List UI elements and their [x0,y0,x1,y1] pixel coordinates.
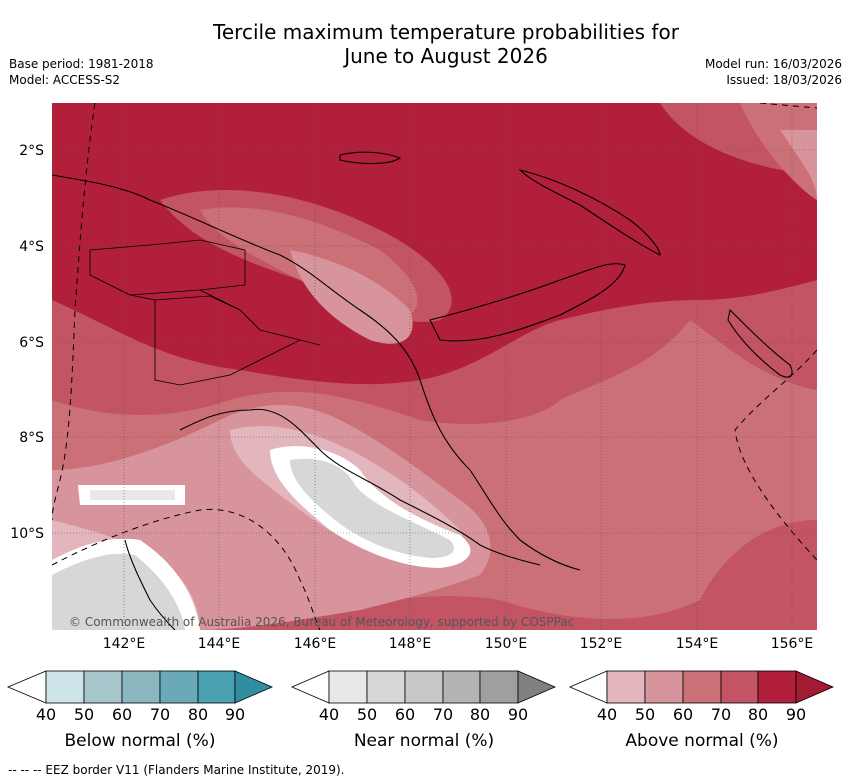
band-50-ne [780,130,817,200]
below-normal-cell-40 [45,670,85,704]
near-normal-sw-gray [52,553,185,630]
south-coast [179,408,541,566]
near-tick-70: 70 [432,705,454,724]
legend-title-below-normal: Below normal (%) [64,731,216,751]
legend-title-above-normal: Above normal (%) [625,731,779,751]
meta-right: Model run: 16/03/2026 Issued: 18/03/2026 [705,56,842,88]
below-tick-60: 60 [111,705,133,724]
below-normal-cell-50 [83,670,123,704]
eez-footnote: -- -- -- EEZ border V11 (Flanders Marine… [8,763,345,777]
below-normal-cell-70 [159,670,199,704]
lon-label-142e: 142°E [103,636,146,652]
lat-label-4s: 4°S [19,239,44,255]
near-normal-cell-80 [479,670,519,704]
below-tick-80: 80 [187,705,209,724]
above-normal-cell-60 [682,670,722,704]
above-tick-80: 80 [747,705,769,724]
meta-left: Base period: 1981-2018 Model: ACCESS-S2 [9,56,154,88]
new-guinea-coast [52,174,581,571]
lon-label-152e: 152°E [580,636,623,652]
above-normal-max-arrow [795,670,835,704]
issued-date: Issued: 18/03/2026 [726,73,842,87]
near-normal-min-arrow [290,670,330,704]
lat-labels: 2°S 4°S 6°S 8°S 10°S [10,143,44,542]
near-tick-60: 60 [394,705,416,724]
below-normal-cell-80 [197,670,236,704]
above-tick-70: 70 [710,705,732,724]
cape-york [124,539,176,630]
base-period: Base period: 1981-2018 [9,57,154,71]
title-line-1: Tercile maximum temperature probabilitie… [213,20,679,44]
colorbar-below-normal [6,670,274,704]
below-tick-90: 90 [224,705,246,724]
above-tick-40: 40 [596,705,618,724]
above-tick-90: 90 [785,705,807,724]
near-tick-40: 40 [318,705,340,724]
title-line-2: June to August 2026 [344,44,548,68]
near-tick-50: 50 [356,705,378,724]
lat-label-6s: 6°S [19,335,44,351]
model-run: Model run: 16/03/2026 [704,57,842,71]
new-britain [429,263,626,342]
lon-label-144e: 144°E [198,636,241,652]
lat-label-8s: 8°S [19,430,44,446]
near-normal-cell-50 [366,670,406,704]
legend-title-near-normal: Near normal (%) [353,731,495,751]
near-tick-90: 90 [507,705,529,724]
above-tick-50: 50 [634,705,656,724]
below-normal-cell-60 [121,670,161,704]
lat-label-2s: 2°S [19,143,44,159]
near-normal-cell-60 [404,670,444,704]
below-tick-40: 40 [35,705,57,724]
near-tick-80: 80 [469,705,491,724]
above-normal-cell-50 [644,670,684,704]
near-normal-cell-70 [442,670,481,704]
lon-labels: 142°E 144°E 146°E 148°E 150°E 152°E 154°… [103,636,814,652]
colorbar-above-normal [568,670,835,704]
lon-label-148e: 148°E [389,636,432,652]
above-normal-cell-80 [757,670,797,704]
near-normal-max-arrow [517,670,557,704]
probability-field [52,103,817,630]
colorbars [6,670,835,704]
near-normal-cell-40 [328,670,368,704]
above-normal-cell-70 [720,670,759,704]
below-tick-50: 50 [73,705,95,724]
province-borders [89,239,321,386]
map-title: Tercile maximum temperature probabilitie… [150,20,742,68]
below-normal-min-arrow [6,670,47,704]
below-normal-max-arrow [234,670,274,704]
lon-label-154e: 154°E [676,636,719,652]
lon-label-150e: 150°E [485,636,528,652]
band-60-top [740,103,817,200]
below-tick-70: 70 [149,705,171,724]
near-normal-west-gray [90,490,175,500]
model-name: Model: ACCESS-S2 [9,73,121,87]
lat-label-10s: 10°S [10,526,44,542]
new-ireland [518,168,661,256]
coastlines [52,151,793,630]
colorbar-near-normal [290,670,557,704]
eez-borders [52,103,817,630]
graticule [52,103,817,630]
lon-label-156e: 156°E [771,636,814,652]
above-tick-60: 60 [672,705,694,724]
lon-label-146e: 146°E [294,636,337,652]
manus [339,151,402,165]
copyright-text: © Commonwealth of Australia 2026, Bureau… [69,615,574,629]
above-normal-cell-40 [606,670,646,704]
above-normal-min-arrow [568,670,608,704]
band-50-central [290,250,413,344]
